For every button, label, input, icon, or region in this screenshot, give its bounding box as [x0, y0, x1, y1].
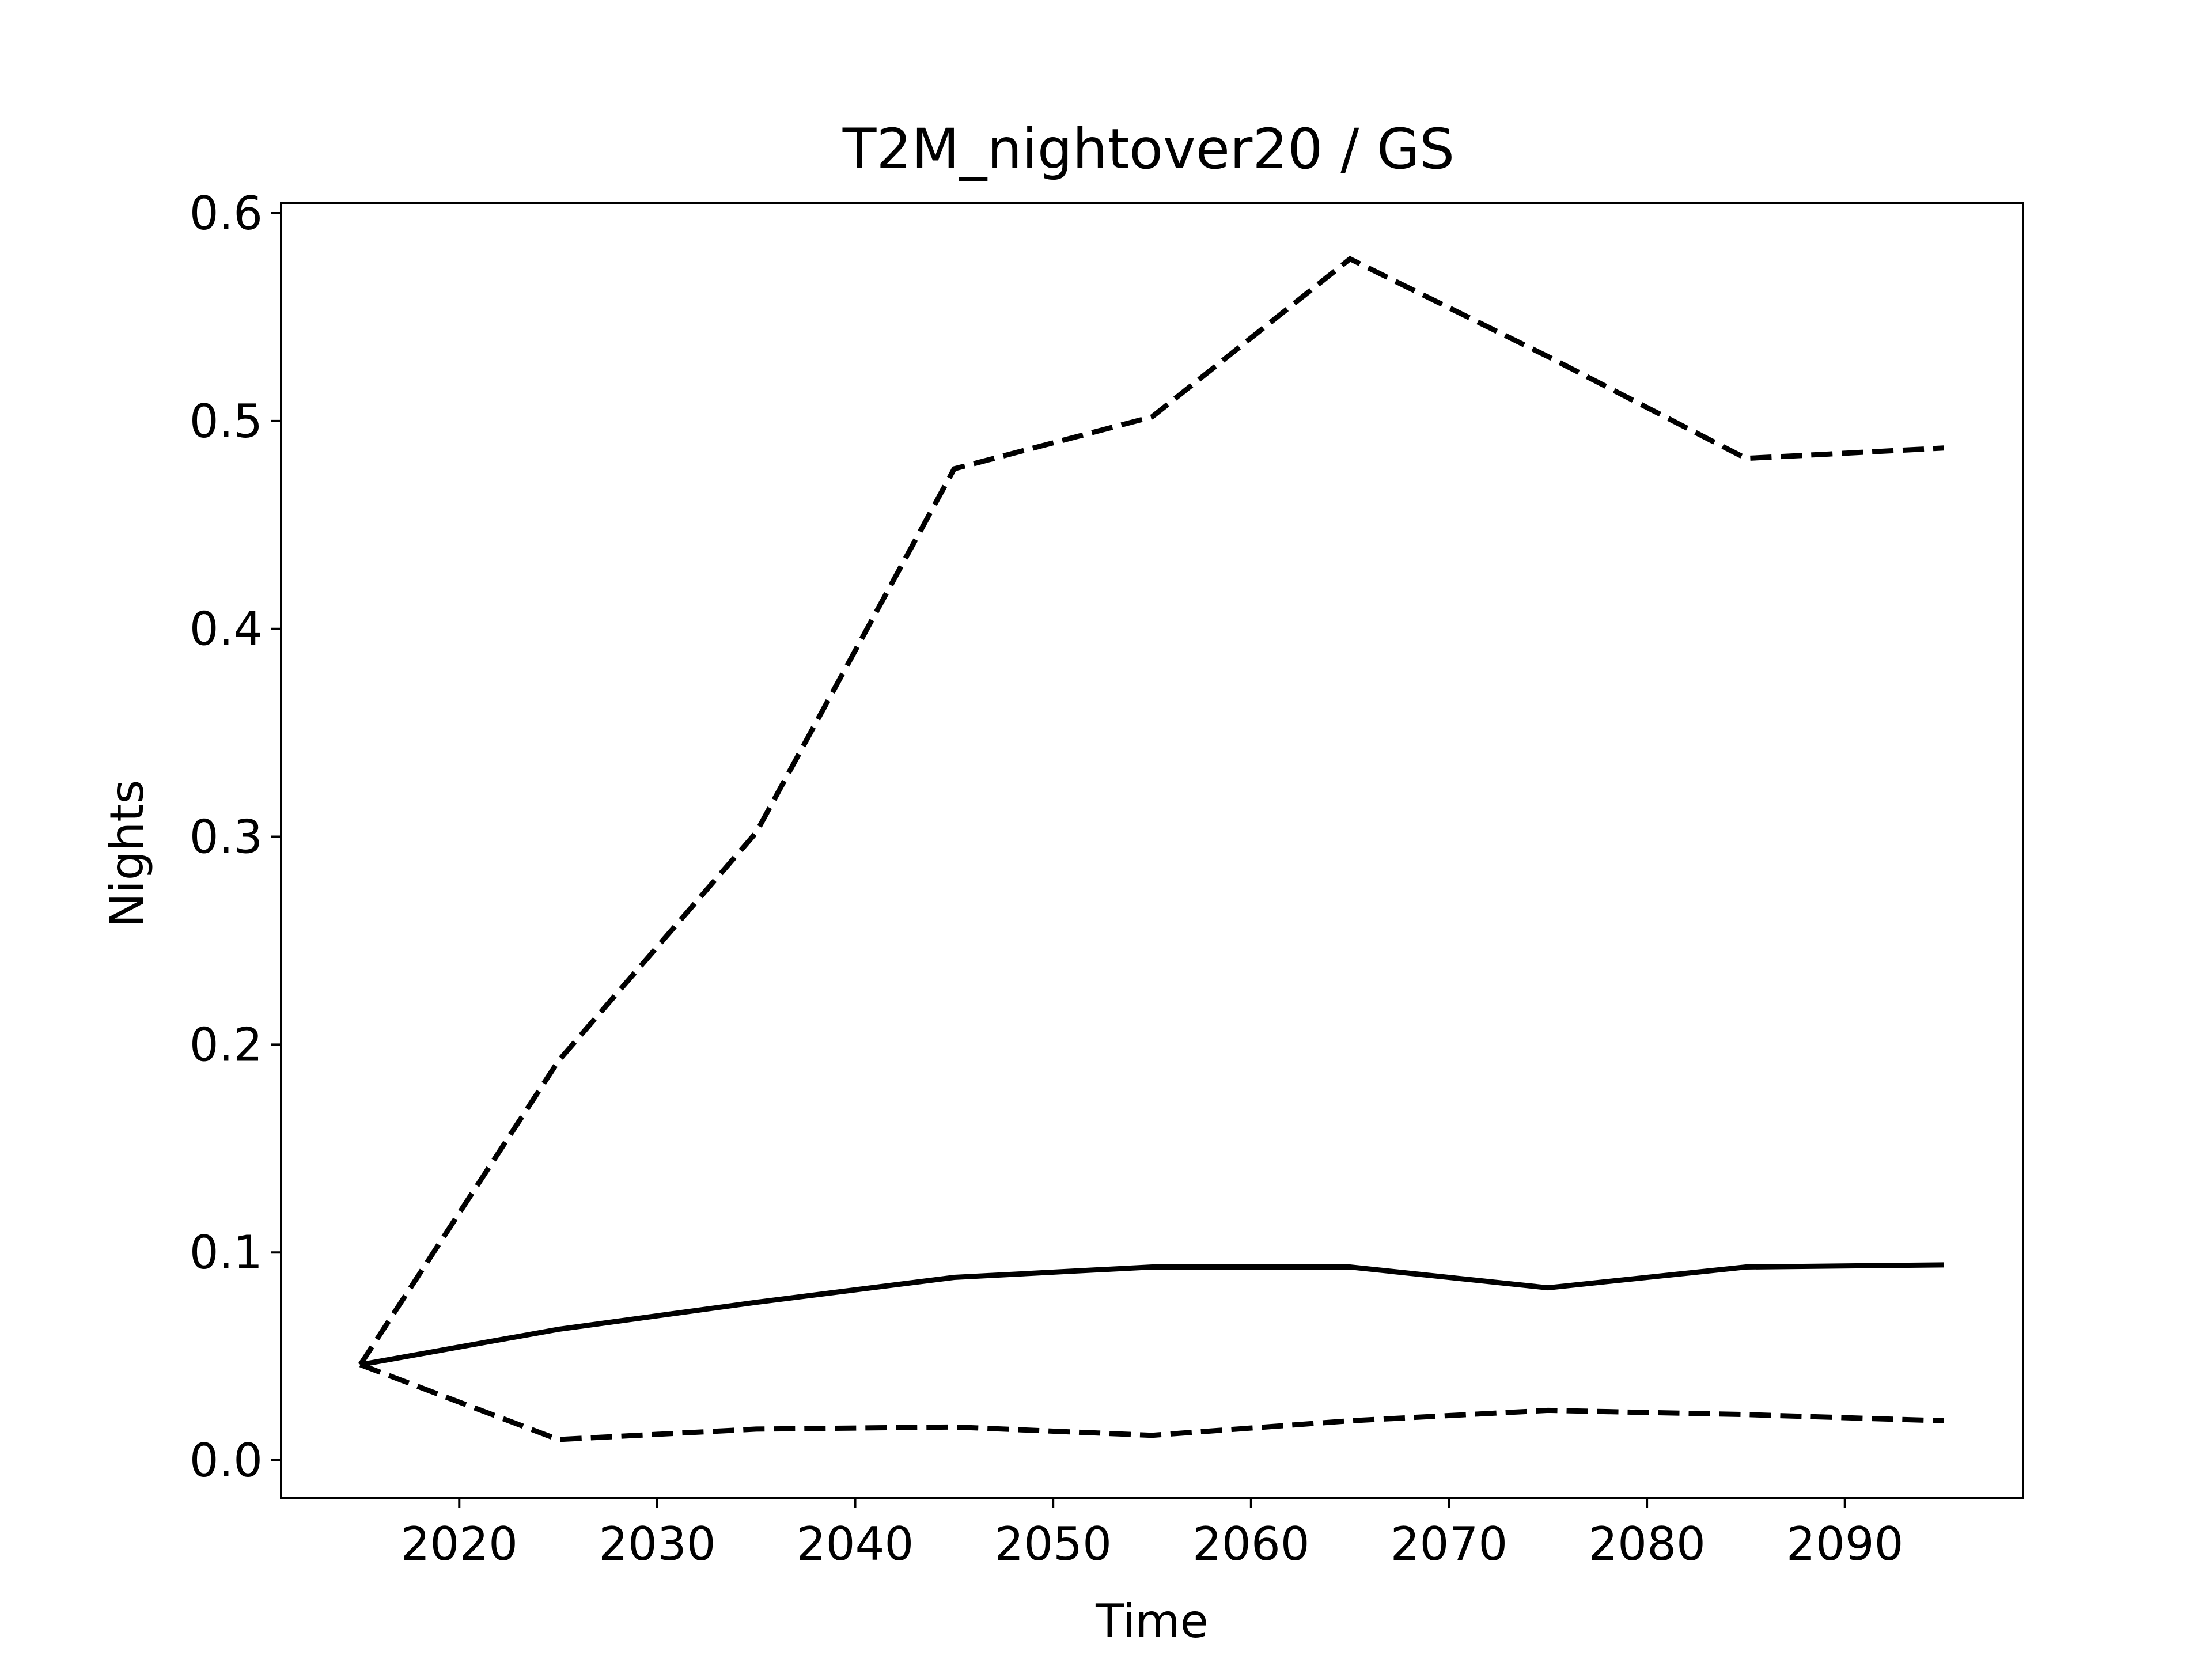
x-tick-label: 2040	[797, 1517, 914, 1571]
y-axis-label: Nights	[100, 780, 154, 928]
x-tick-label: 2070	[1391, 1517, 1508, 1571]
y-tick-label: 0.5	[190, 395, 263, 448]
y-tick-label: 0.0	[190, 1434, 263, 1487]
y-axis-ticks: 0.0 0.1 0.2 0.3 0.4 0.5 0.6	[190, 187, 281, 1487]
y-tick-label: 0.3	[190, 810, 263, 864]
x-tick-label: 2030	[599, 1517, 716, 1571]
chart-title: T2M_nightover20 / GS	[842, 117, 1455, 181]
series-line-2	[358, 256, 1944, 1366]
plot-area-frame	[280, 202, 2024, 1499]
x-tick-label: 2020	[400, 1517, 518, 1571]
x-axis-label: Time	[1095, 1594, 1209, 1648]
x-tick-label: 2080	[1588, 1517, 1706, 1571]
y-tick-label: 0.2	[190, 1018, 263, 1071]
y-tick-label: 0.4	[190, 603, 263, 656]
x-tick-label: 2050	[994, 1517, 1112, 1571]
x-axis-ticks: 2020 2030 2040 2050 2060 2070 2080 2090	[400, 1498, 1904, 1571]
series-line-1	[359, 1262, 1944, 1368]
y-tick-label: 0.6	[190, 187, 263, 240]
series-line-3	[359, 1362, 1944, 1442]
x-tick-label: 2060	[1192, 1517, 1310, 1571]
y-tick-label: 0.1	[190, 1226, 263, 1279]
x-tick-label: 2090	[1786, 1517, 1904, 1571]
series-layer	[358, 256, 1944, 1442]
